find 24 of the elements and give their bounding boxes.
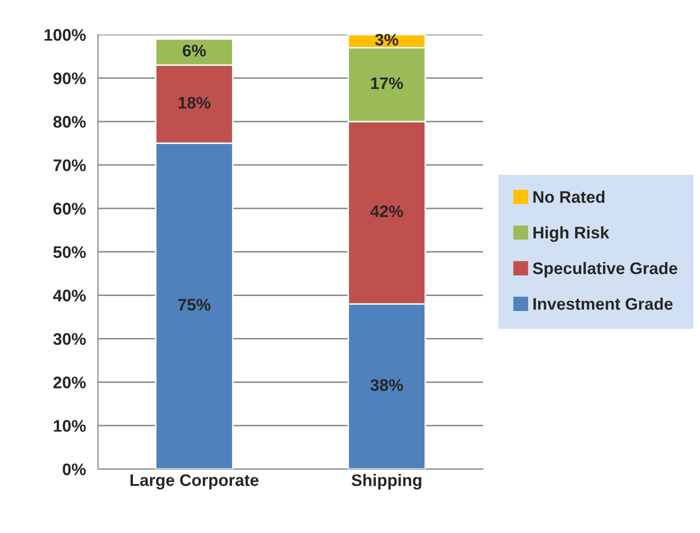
y-tick-label: 10% bbox=[54, 420, 86, 432]
data-label: 6% bbox=[182, 44, 206, 56]
y-tick-label: 80% bbox=[53, 116, 86, 128]
y-tick-label: 70% bbox=[54, 159, 86, 172]
data-label: 17% bbox=[371, 77, 403, 90]
data-label: 18% bbox=[178, 96, 210, 109]
x-tick-label: Large Corporate bbox=[130, 474, 259, 490]
legend-label: No Rated bbox=[533, 190, 604, 203]
data-label: 38% bbox=[370, 379, 403, 391]
x-tick-label: Shipping bbox=[352, 474, 422, 490]
y-tick-label: 40% bbox=[53, 290, 86, 302]
legend-label: High Risk bbox=[533, 226, 610, 242]
legend-label: Speculative Grade bbox=[532, 262, 678, 278]
y-tick-label: 20% bbox=[53, 376, 86, 388]
y-tick-label: 50% bbox=[53, 246, 86, 258]
data-label: 75% bbox=[178, 298, 210, 311]
data-label: 3% bbox=[375, 34, 398, 46]
data-label: 42% bbox=[370, 205, 403, 218]
y-tick-label: 0% bbox=[62, 463, 86, 476]
y-tick-label: 90% bbox=[53, 72, 86, 84]
y-tick-label: 30% bbox=[53, 333, 86, 345]
y-tick-label: 100% bbox=[44, 29, 86, 41]
y-tick-label: 60% bbox=[53, 202, 86, 215]
legend-label: Investment Grade bbox=[533, 298, 673, 310]
